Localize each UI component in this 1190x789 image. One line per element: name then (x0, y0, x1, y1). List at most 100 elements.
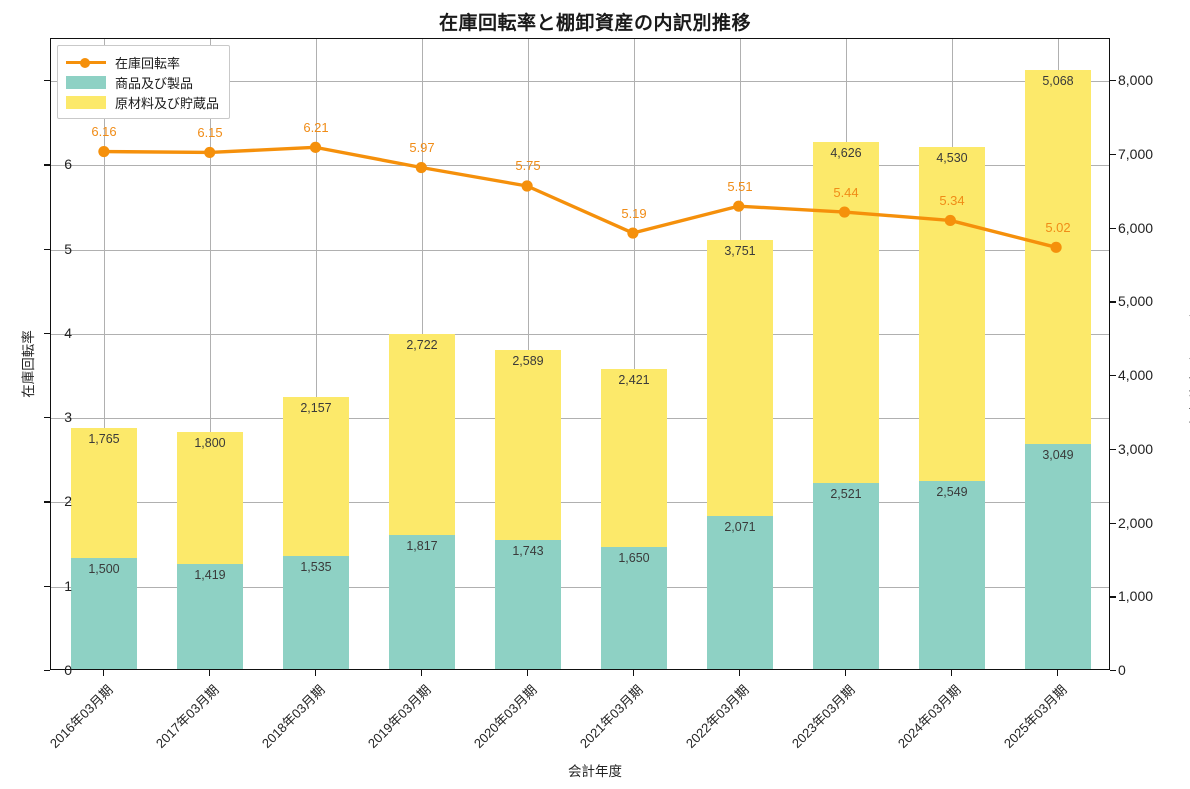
y-axis-left-tick-label: 1 (64, 577, 72, 594)
gridline (51, 333, 1109, 335)
line-data-point[interactable] (627, 227, 639, 239)
bar-group[interactable]: 1,650 2,421 (601, 37, 667, 669)
line-data-point[interactable] (204, 146, 216, 158)
line-data-point[interactable] (733, 200, 745, 212)
bar-group[interactable]: 1,743 2,589 (495, 37, 561, 669)
bar-group[interactable]: 1,419 1,800 (177, 37, 243, 669)
y-axis-right-tick-label: 6,000 (1118, 219, 1154, 236)
line-data-point[interactable] (415, 161, 427, 174)
y-axis-right-tick-label: 0 (1118, 662, 1126, 678)
x-axis-tick-label: 2021年03月期 (576, 682, 646, 751)
bar-value-label-materials: 2,157 (300, 400, 332, 415)
line-data-point[interactable] (944, 214, 956, 227)
x-axis-title: 会計年度 (568, 764, 622, 779)
y-axis-left-tick-label: 6 (64, 156, 72, 173)
x-axis-tick-label: 2019年03月期 (364, 682, 434, 751)
bar-group[interactable]: 1,535 2,157 (283, 37, 349, 669)
line-data-point[interactable] (309, 141, 322, 153)
bar-segment-materials[interactable] (1025, 70, 1091, 445)
x-axis-tick-mark (209, 670, 211, 676)
bar-segment-materials[interactable] (707, 239, 773, 517)
line-value-label: 5.51 (727, 178, 753, 194)
line-data-point[interactable] (98, 145, 110, 158)
x-axis-tick-label: 2017年03月期 (152, 682, 222, 751)
line-value-label: 5.75 (515, 158, 541, 174)
x-axis-tick-label: 2016年03月期 (46, 682, 116, 751)
bar-segment-materials[interactable] (71, 428, 137, 559)
bar-segment-merchandise[interactable] (71, 558, 137, 669)
bar-value-label-merchandise: 1,650 (618, 551, 650, 566)
bar-segment-materials[interactable] (813, 141, 879, 484)
bar-segment-materials[interactable] (919, 146, 985, 482)
bar-group[interactable]: 1,500 1,765 (71, 37, 137, 669)
bar-value-label-merchandise: 3,049 (1042, 448, 1074, 463)
y-axis-right-tick-label: 5,000 (1118, 293, 1154, 310)
bar-segment-merchandise[interactable] (389, 535, 455, 669)
y-axis-right-tick-label: 1,000 (1118, 588, 1154, 605)
bar-segment-merchandise[interactable] (1025, 444, 1091, 669)
bar-segment-merchandise[interactable] (707, 516, 773, 669)
y-axis-right-tick-mark (1110, 301, 1116, 303)
legend-item-line[interactable]: 在庫回転率 (66, 52, 219, 72)
y-axis-left-tick-mark (44, 248, 50, 250)
bar-group[interactable]: 2,549 4,530 (919, 37, 985, 669)
gridline (210, 39, 211, 669)
gridline (51, 586, 1109, 588)
bar-segment-materials[interactable] (389, 334, 455, 536)
bar-segment-merchandise[interactable] (601, 547, 667, 669)
line-data-point[interactable] (838, 206, 851, 218)
legend-item-materials[interactable]: 原材料及び貯蔵品 (66, 92, 219, 112)
x-axis-tick-label: 2024年03月期 (894, 682, 964, 751)
bar-segment-materials[interactable] (601, 368, 667, 548)
bar-value-label-materials: 4,626 (830, 145, 862, 160)
y-axis-left-tick-mark (44, 164, 50, 166)
bar-group[interactable]: 3,049 5,068 (1025, 37, 1091, 669)
line-data-point[interactable] (1050, 241, 1062, 253)
bar-value-label-materials: 1,800 (194, 435, 226, 450)
y-axis-left-tick-mark (44, 585, 50, 588)
chart-title: 在庫回転率と棚卸資産の内訳別推移 (438, 13, 751, 34)
line-data-point[interactable] (521, 180, 533, 192)
bar-group[interactable]: 2,521 4,626 (813, 37, 879, 669)
bar-value-label-materials: 3,751 (724, 243, 756, 258)
y-axis-left-tick-label: 0 (64, 662, 72, 678)
legend-line-marker-icon (66, 55, 106, 69)
legend-label-materials: 原材料及び貯蔵品 (115, 95, 220, 111)
y-axis-left-tick-label: 4 (64, 324, 72, 341)
bar-segment-materials[interactable] (177, 431, 243, 565)
line-path-turnover (102, 145, 1058, 250)
y-axis-right-tick-mark (1110, 375, 1116, 377)
bar-group[interactable]: 1,817 2,722 (389, 37, 455, 669)
y-axis-right-tick-label: 7,000 (1118, 145, 1154, 162)
line-value-label: 5.34 (939, 193, 965, 209)
bar-value-label-merchandise: 1,419 (194, 568, 226, 583)
legend-swatch-materials-icon (66, 95, 106, 109)
line-series-svg (98, 141, 1062, 253)
gridline (51, 249, 1109, 251)
bar-segment-materials[interactable] (495, 349, 561, 541)
x-axis-tick-label: 2020年03月期 (470, 682, 540, 751)
bar-value-label-materials: 2,722 (406, 338, 438, 353)
bar-group[interactable]: 2,071 3,751 (707, 37, 773, 669)
bar-value-label-materials: 1,765 (88, 432, 120, 447)
bar-segment-materials[interactable] (283, 396, 349, 556)
y-axis-left-tick-mark (44, 501, 50, 503)
x-axis-tick-label: 2023年03月期 (788, 682, 858, 751)
legend-item-merchandise[interactable]: 商品及び製品 (66, 72, 219, 92)
gridline (51, 165, 1109, 167)
bar-value-label-merchandise: 2,521 (830, 487, 862, 502)
x-axis-tick-mark (315, 670, 317, 676)
y-axis-right-tick-label: 2,000 (1118, 514, 1154, 531)
y-axis-left-tick-mark (44, 332, 50, 335)
bar-segment-merchandise[interactable] (919, 481, 985, 669)
line-value-label: 5.97 (409, 139, 435, 155)
x-axis-tick-mark (1057, 670, 1059, 676)
bar-segment-merchandise[interactable] (283, 555, 349, 669)
bar-segment-merchandise[interactable] (495, 540, 561, 669)
y-axis-right-tick-mark (1110, 448, 1116, 451)
bar-segment-merchandise[interactable] (177, 564, 243, 669)
bar-segment-merchandise[interactable] (813, 483, 879, 669)
line-value-label: 5.02 (1045, 219, 1071, 235)
y-axis-right-tick-mark (1110, 522, 1116, 524)
